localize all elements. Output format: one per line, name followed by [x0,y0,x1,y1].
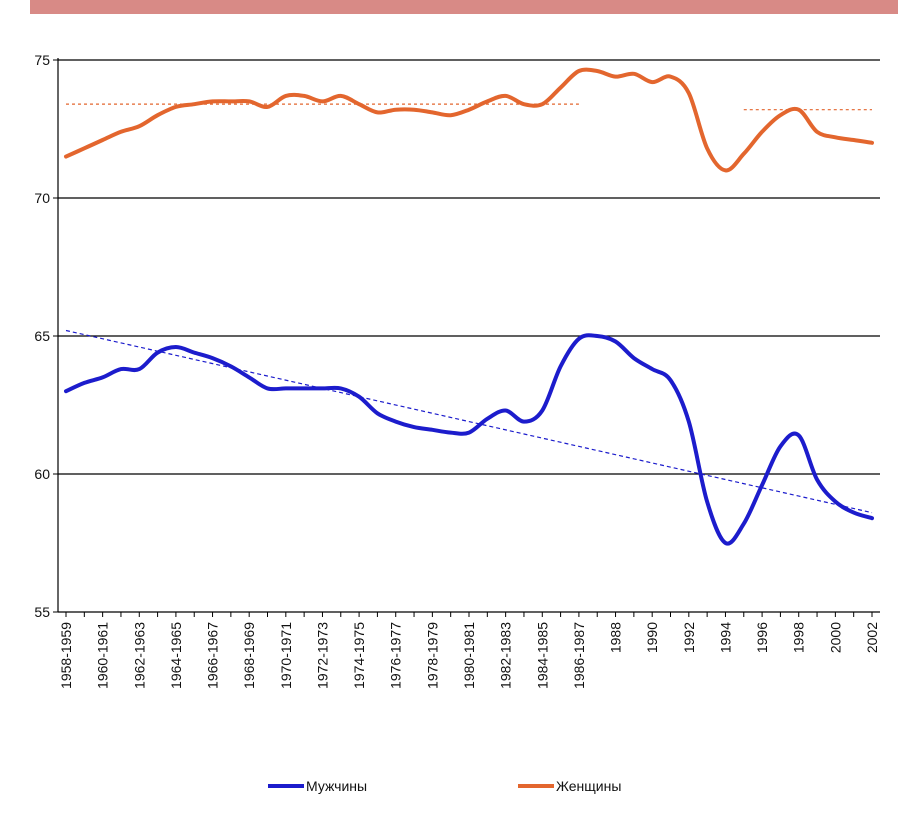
legend: Мужчины Женщины [268,778,621,794]
series-line-men [64,333,874,546]
x-tick-label: 1976-1977 [388,622,404,689]
legend-label-men: Мужчины [306,778,367,794]
x-tick-label: 2000 [827,622,843,653]
y-tick-label-60: 60 [34,466,50,482]
x-tick-label: 1984-1985 [534,622,550,689]
x-tick-label: 1958-1959 [58,622,74,689]
x-tick-label: 1986-1987 [571,622,587,689]
top-accent-bar [30,0,898,14]
x-tick-label: 1990 [644,622,660,653]
x-tick-label: 1988 [608,622,624,653]
x-tick-label: 2002 [864,622,880,653]
x-tick-label: 1960-1961 [95,622,111,689]
y-tick-label-70: 70 [34,190,50,206]
x-tick-label: 1980-1981 [461,622,477,689]
x-tick-label: 1962-1963 [131,622,147,689]
x-tick-label: 1994 [717,622,733,653]
trend-layer [65,103,873,514]
y-tick-label-75: 75 [34,52,50,68]
x-tick-label: 1964-1965 [168,622,184,689]
series-line-women [64,67,874,173]
x-tick-label: 1978-1979 [424,622,440,689]
grid-layer [58,59,880,475]
x-tick-label: 1972-1973 [314,622,330,689]
x-tick-label: 1998 [791,622,807,653]
x-tick-label: 1970-1971 [278,622,294,689]
x-tick-label: 1974-1975 [351,622,367,689]
x-tick-label: 1992 [681,622,697,653]
legend-label-women: Женщины [556,778,621,794]
x-tick-labels: 1958-1959 1960-1961 1962-1963 1964-1965 1966… [58,622,880,689]
y-tick-label-65: 65 [34,328,50,344]
x-tick-label: 1966-1967 [205,622,221,689]
x-tick-label: 1996 [754,622,770,653]
x-tick-label: 1968-1969 [241,622,257,689]
trend-line-men [65,329,873,514]
y-tick-labels: 55 60 65 70 75 [34,52,50,620]
x-tick-label: 1982-1983 [498,622,514,689]
y-tick-label-55: 55 [34,604,50,620]
axis-layer [53,58,880,617]
series-layer [64,67,874,546]
